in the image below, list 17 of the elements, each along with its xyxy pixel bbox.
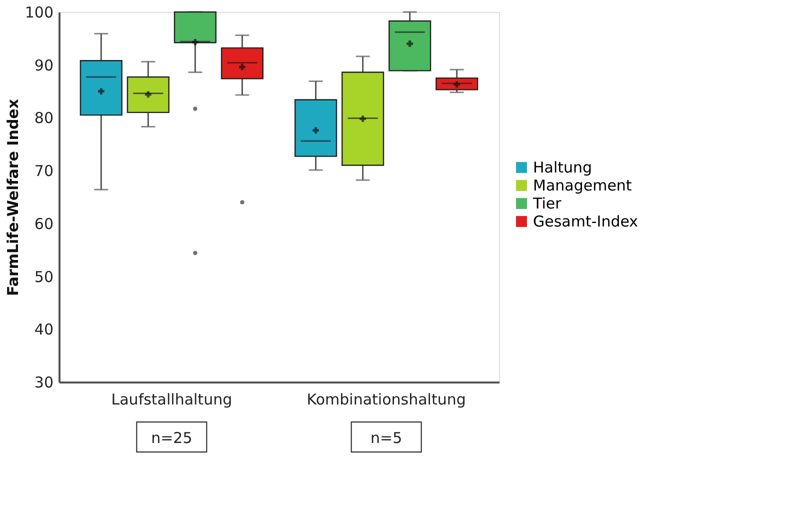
y-tick-label: 100 — [24, 4, 54, 22]
text: n=25 — [151, 429, 192, 447]
y-tick-label: 40 — [34, 320, 54, 339]
y-tick-label: 60 — [34, 214, 54, 233]
x-tick-label: Laufstallhaltung — [111, 390, 232, 408]
y-tick-label: 70 — [34, 162, 54, 180]
y-tick-label: 50 — [34, 268, 54, 286]
y-tick-label: 80 — [34, 109, 54, 128]
y-tick-label: 30 — [34, 374, 54, 392]
y-axis-title: FarmLife-Welfare Index — [4, 98, 22, 296]
legend-label: Management — [533, 176, 632, 194]
legend-label: Gesamt-Index — [533, 212, 638, 230]
y-tick-label: 90 — [34, 56, 54, 74]
text: n=5 — [370, 429, 402, 447]
legend-label: Haltung — [533, 158, 592, 176]
legend-label: Tier — [532, 194, 562, 212]
x-tick-label: Kombinationshaltung — [306, 390, 466, 408]
